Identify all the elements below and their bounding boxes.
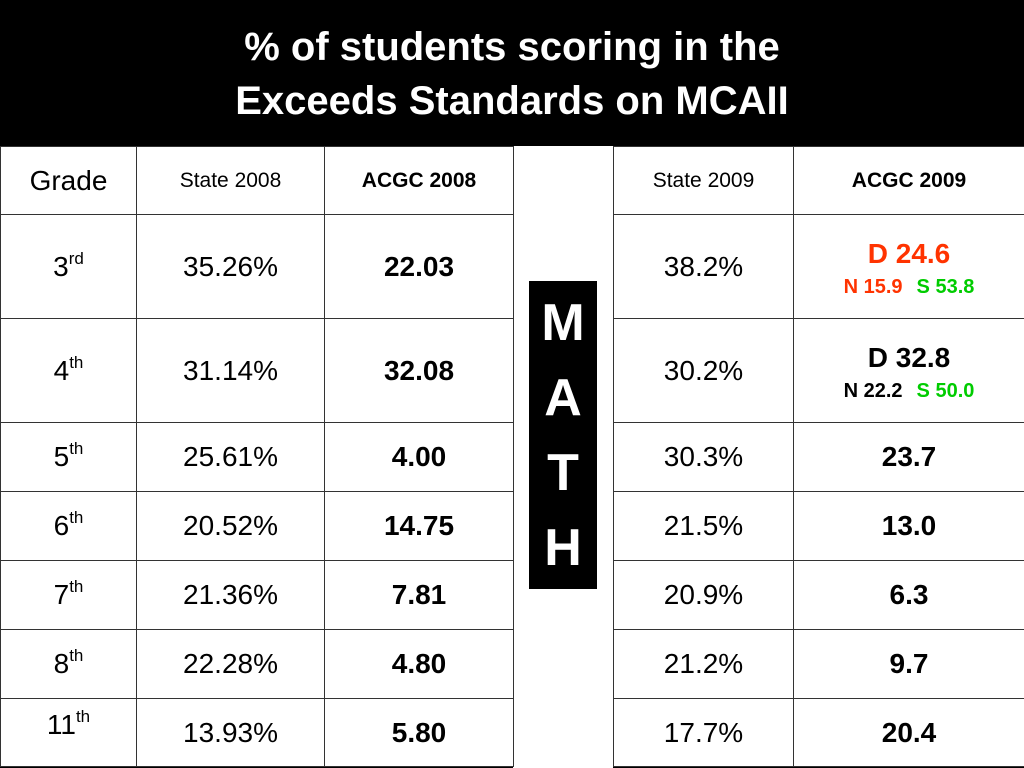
state-2008-cell: 31.14% [136, 318, 325, 423]
table-row: 30.2% D 32.8 N 22.2 S 50.0 [613, 318, 1024, 423]
grade-number: 7 [53, 579, 70, 610]
state-2009-cell: 17.7% [613, 698, 794, 767]
table-2009: State 2009 ACGC 2009 38.2% D 24.6 N 15.9… [613, 146, 1024, 767]
acgc-2008-cell: 14.75 [324, 491, 514, 561]
acgc-2008-cell: 22.03 [324, 214, 514, 319]
acgc-2009-cell: 23.7 [793, 422, 1024, 492]
state-2008-cell: 25.61% [136, 422, 325, 492]
grade-number: 6 [53, 510, 70, 541]
grade-cell: 3rd [0, 214, 137, 319]
state-2009-cell: 38.2% [613, 214, 794, 319]
grade-suffix: th [69, 352, 84, 372]
table-row: 7th 21.36% 7.81 [0, 560, 514, 630]
acgc-2008-cell: 7.81 [324, 560, 514, 630]
subject-letter: H [544, 518, 582, 577]
grade-cell: 7th [0, 560, 137, 630]
district-value: D 24.6 [867, 237, 951, 269]
table-row: 38.2% D 24.6 N 15.9 S 53.8 [613, 214, 1024, 319]
state-2009-header: State 2009 [613, 146, 794, 215]
grade-cell: 5th [0, 422, 137, 492]
table-row: 30.3% 23.7 [613, 422, 1024, 492]
state-2008-cell: 21.36% [136, 560, 325, 630]
state-2008-cell: 22.28% [136, 629, 325, 699]
table-row: 4th 31.14% 32.08 [0, 318, 514, 423]
grade-suffix: th [69, 508, 84, 527]
grade-suffix: th [69, 577, 84, 596]
grade-header: Grade [0, 146, 137, 215]
grade-number: 5 [53, 441, 70, 472]
grade-number: 8 [53, 648, 70, 679]
acgc-2009-cell: 13.0 [793, 491, 1024, 561]
grade-cell: 8th [0, 629, 137, 699]
table-row: 3rd 35.26% 22.03 [0, 214, 514, 319]
state-2008-cell: 35.26% [136, 214, 325, 319]
grade-cell: 6th [0, 491, 137, 561]
acgc-2009-cell: D 24.6 N 15.9 S 53.8 [793, 214, 1024, 319]
grade-suffix: rd [68, 248, 84, 268]
subject-letter: M [541, 293, 585, 352]
grade-number: 11 [46, 709, 76, 740]
subject-label: M A T H [529, 281, 597, 589]
s-value: S 53.8 [916, 275, 975, 298]
title-line-2: Exceeds Standards on MCAII [235, 79, 789, 123]
table-row: 6th 20.52% 14.75 [0, 491, 514, 561]
table-row: 11th 13.93% 5.80 [0, 698, 514, 767]
acgc-2009-cell: 6.3 [793, 560, 1024, 630]
table-row: 17.7% 20.4 [613, 698, 1024, 767]
n-value: N 22.2 [843, 379, 903, 402]
state-2008-cell: 20.52% [136, 491, 325, 561]
slide-title: % of students scoring in the Exceeds Sta… [0, 0, 1024, 146]
grade-cell: 11th [0, 698, 137, 767]
n-value: N 15.9 [843, 275, 903, 298]
acgc-2008-header: ACGC 2008 [324, 146, 514, 215]
subject-letter: A [544, 368, 582, 427]
table-row: 21.5% 13.0 [613, 491, 1024, 561]
table-row: 21.2% 9.7 [613, 629, 1024, 699]
acgc-2008-cell: 4.80 [324, 629, 514, 699]
grade-suffix: th [69, 646, 84, 665]
state-2009-cell: 30.2% [613, 318, 794, 423]
grade-number: 3 [53, 250, 69, 282]
state-2008-cell: 13.93% [136, 698, 325, 767]
state-2009-cell: 21.5% [613, 491, 794, 561]
acgc-2008-cell: 5.80 [324, 698, 514, 767]
state-2009-cell: 20.9% [613, 560, 794, 630]
state-2009-cell: 30.3% [613, 422, 794, 492]
subject-letter: T [547, 443, 579, 502]
table-row: 5th 25.61% 4.00 [0, 422, 514, 492]
table-header-row: Grade State 2008 ACGC 2008 [0, 146, 514, 215]
grade-number: 4 [53, 354, 70, 386]
breakdown: N 15.9 S 53.8 [795, 274, 1024, 300]
table-row: 8th 22.28% 4.80 [0, 629, 514, 699]
table-row: 20.9% 6.3 [613, 560, 1024, 630]
acgc-2009-header: ACGC 2009 [793, 146, 1024, 215]
acgc-2008-cell: 32.08 [324, 318, 514, 423]
acgc-2009-cell: D 32.8 N 22.2 S 50.0 [793, 318, 1024, 423]
district-value: D 32.8 [867, 341, 951, 373]
title-line-1: % of students scoring in the [244, 25, 780, 69]
grade-suffix: th [69, 439, 84, 458]
table-2008: Grade State 2008 ACGC 2008 3rd 35.26% 22… [0, 146, 514, 767]
s-value: S 50.0 [916, 379, 975, 402]
state-2009-cell: 21.2% [613, 629, 794, 699]
acgc-2009-cell: 20.4 [793, 698, 1024, 767]
breakdown: N 22.2 S 50.0 [795, 378, 1024, 404]
acgc-2009-cell: 9.7 [793, 629, 1024, 699]
table-header-row: State 2009 ACGC 2009 [613, 146, 1024, 215]
grade-cell: 4th [0, 318, 137, 423]
acgc-2008-cell: 4.00 [324, 422, 514, 492]
state-2008-header: State 2008 [136, 146, 325, 215]
grade-suffix: th [75, 707, 91, 726]
